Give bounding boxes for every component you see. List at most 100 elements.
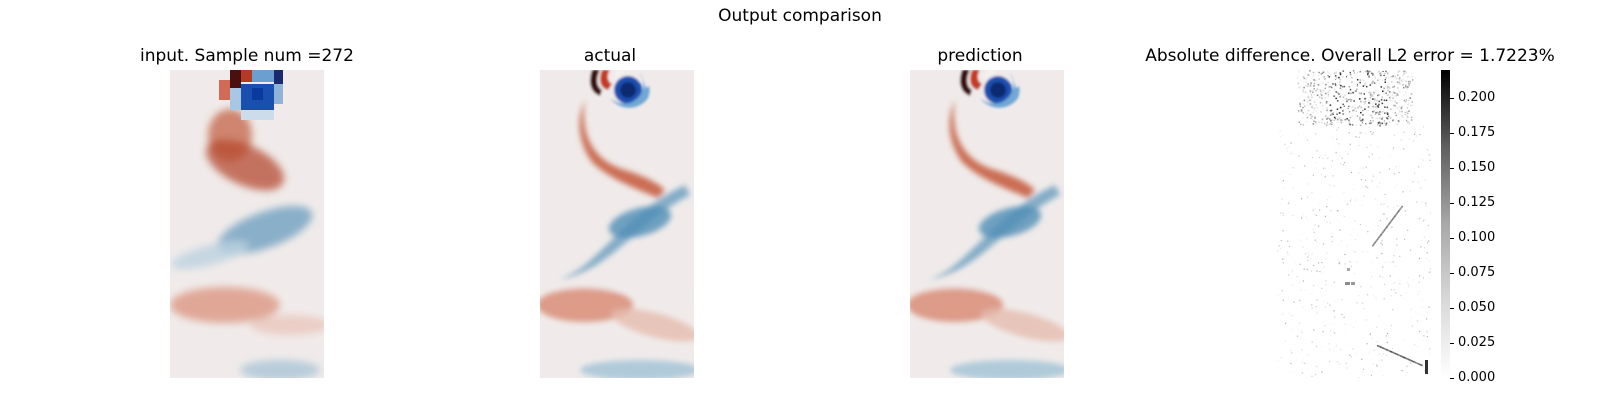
difference-speckle: [1285, 228, 1287, 230]
difference-speckle: [1375, 198, 1377, 201]
difference-speckle: [1291, 173, 1293, 175]
difference-speckle: [1393, 120, 1396, 122]
difference-speckle: [1334, 72, 1336, 74]
difference-speckle: [1349, 354, 1351, 356]
difference-speckle: [1302, 76, 1305, 78]
difference-speckle: [1381, 163, 1383, 165]
difference-speckle: [1343, 162, 1346, 164]
difference-speckle: [1405, 119, 1407, 121]
difference-speckle: [1286, 213, 1289, 215]
difference-speckle: [1381, 359, 1383, 361]
difference-speckle: [1322, 71, 1325, 73]
difference-speckle: [1416, 130, 1418, 132]
difference-speckle: [1280, 356, 1283, 358]
difference-speckle: [1308, 254, 1310, 256]
difference-speckle: [1362, 109, 1364, 112]
difference-speckle: [1342, 269, 1344, 271]
difference-speckle: [1367, 294, 1369, 296]
difference-speckle: [1348, 105, 1350, 108]
difference-speckle: [1329, 323, 1331, 326]
difference-speckle: [1313, 76, 1315, 78]
difference-speckle: [1354, 251, 1356, 253]
difference-speckle: [1361, 133, 1363, 135]
difference-speckle: [1394, 226, 1397, 229]
difference-speckle: [1348, 286, 1350, 288]
difference-speckle: [1314, 107, 1316, 109]
difference-speckle: [1389, 292, 1392, 294]
difference-speckle: [1362, 151, 1364, 153]
difference-speckle: [1329, 329, 1332, 331]
difference-speckle: [1385, 348, 1387, 351]
difference-speckle: [1379, 171, 1381, 174]
difference-speckle: [1343, 372, 1345, 374]
difference-speckle: [1364, 365, 1366, 367]
difference-speckle: [1303, 115, 1306, 117]
difference-speckle: [1307, 252, 1310, 254]
difference-speckle: [1333, 116, 1336, 119]
difference-speckle: [1358, 118, 1361, 120]
difference-speckle: [1403, 70, 1405, 73]
difference-speckle: [1362, 308, 1365, 310]
difference-speckle: [1281, 155, 1283, 158]
difference-speckle: [1322, 244, 1324, 246]
difference-speckle: [1349, 265, 1351, 268]
difference-speckle: [1399, 119, 1402, 122]
difference-speckle: [1362, 368, 1365, 370]
difference-speckle: [1383, 283, 1386, 285]
difference-speckle: [1290, 142, 1292, 144]
difference-speckle: [1312, 248, 1315, 250]
difference-speckle: [1379, 195, 1381, 197]
difference-speckle: [1351, 90, 1353, 93]
difference-speckle: [1342, 96, 1345, 99]
difference-speckle: [1374, 103, 1376, 105]
difference-speckle: [1358, 281, 1360, 283]
difference-speckle: [1330, 110, 1332, 113]
difference-speckle: [1338, 111, 1340, 114]
difference-speckle: [1404, 122, 1406, 124]
difference-speckle: [1290, 362, 1292, 365]
difference-speckle: [1302, 252, 1304, 255]
difference-speckle: [1316, 299, 1318, 301]
difference-speckle: [1425, 205, 1427, 207]
difference-speckle: [1337, 231, 1339, 233]
difference-speckle: [1302, 214, 1304, 216]
difference-speckle: [1370, 131, 1372, 133]
difference-speckle: [1403, 131, 1405, 133]
difference-speckle: [1427, 310, 1429, 312]
panel-title-prediction: prediction: [937, 46, 1023, 66]
difference-speckle: [1357, 176, 1359, 179]
difference-speckle: [1359, 279, 1362, 281]
difference-speckle: [1329, 238, 1331, 240]
difference-speckle: [1343, 85, 1346, 88]
difference-speckle: [1318, 123, 1321, 125]
difference-speckle: [1390, 95, 1392, 97]
difference-speckle: [1393, 206, 1395, 209]
difference-speckle: [1313, 167, 1315, 169]
difference-speckle: [1358, 349, 1360, 352]
difference-speckle: [1381, 97, 1383, 100]
difference-speckle: [1317, 81, 1320, 84]
difference-speckle: [1422, 277, 1425, 279]
difference-speckle: [1332, 182, 1335, 184]
difference-speckle: [1394, 187, 1396, 189]
difference-speckle: [1393, 300, 1395, 302]
difference-speckle: [1392, 272, 1394, 274]
difference-speckle: [1315, 103, 1317, 106]
difference-speckle: [1277, 365, 1279, 368]
difference-speckle: [1372, 186, 1374, 188]
difference-speckle: [1343, 376, 1345, 378]
difference-speckle: [1335, 70, 1338, 72]
difference-speckle: [1405, 91, 1407, 94]
difference-speckle: [1290, 349, 1292, 352]
difference-speckle: [1322, 272, 1324, 274]
difference-speckle: [1375, 363, 1377, 365]
difference-speckle: [1381, 299, 1383, 302]
difference-speckle: [1337, 158, 1339, 160]
difference-speckle: [1366, 291, 1368, 293]
difference-speckle: [1302, 124, 1305, 126]
difference-speckle: [1307, 360, 1310, 362]
difference-speckle: [1380, 86, 1383, 88]
difference-speckle: [1413, 133, 1416, 135]
difference-speckle: [1369, 333, 1371, 335]
difference-speckle: [1308, 281, 1310, 283]
